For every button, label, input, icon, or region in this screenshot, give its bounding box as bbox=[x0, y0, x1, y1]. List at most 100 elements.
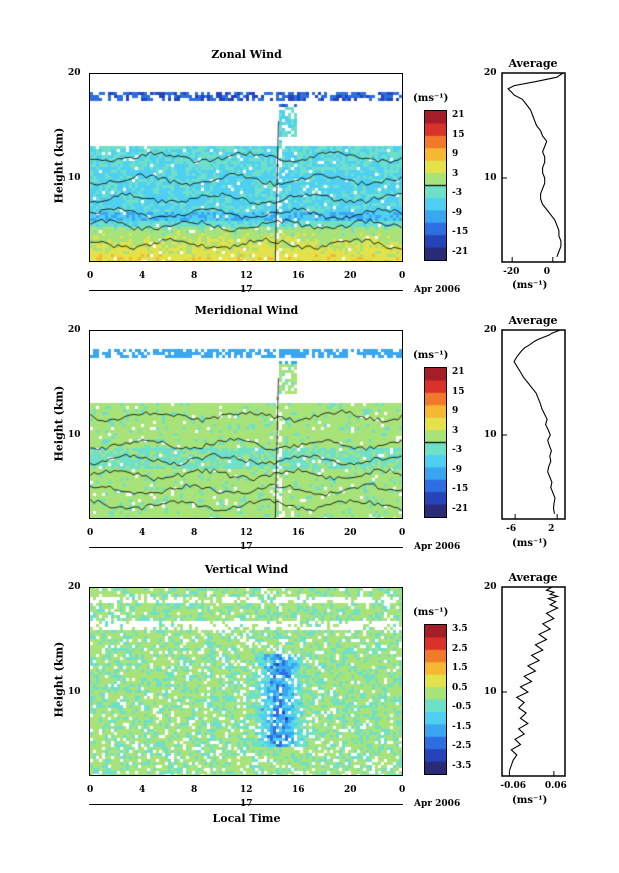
zonal-date-bar bbox=[89, 290, 403, 291]
zonal-xtick-16: 16 bbox=[292, 271, 305, 281]
average-profile-line bbox=[508, 586, 560, 771]
meridional-ytick-10: 10 bbox=[68, 430, 81, 440]
meridional-xtick-16: 16 bbox=[292, 528, 305, 538]
zonal-colorbar-unit: (ms⁻¹) bbox=[413, 93, 449, 104]
average-xtick-label: 2 bbox=[548, 524, 555, 534]
average-profile-line bbox=[513, 329, 561, 514]
meridional-wind-title: Meridional Wind bbox=[194, 304, 299, 317]
meridional-xtick-24: 0 bbox=[399, 528, 406, 538]
zonal-average-title: Average bbox=[508, 57, 558, 70]
zonal-xtick-0: 0 bbox=[87, 271, 94, 281]
zonal-avg-ytick-10: 10 bbox=[484, 173, 497, 183]
zonal-xtick-20: 20 bbox=[344, 271, 357, 281]
average-xtick-label: -6 bbox=[506, 524, 517, 534]
colorbar-tick-label: 15 bbox=[452, 386, 465, 397]
colorbar-tick-label: 3.5 bbox=[452, 624, 468, 634]
meridional-xtick-4: 4 bbox=[139, 528, 146, 538]
vertical-xtick-12: 12 bbox=[240, 785, 253, 795]
colorbar-tick-label: -2.5 bbox=[452, 741, 472, 752]
colorbar-tick-label: -0.5 bbox=[452, 702, 472, 713]
vertical-colorbar bbox=[424, 624, 447, 775]
colorbar-tick-label: 21 bbox=[452, 110, 465, 120]
vertical-wind-title: Vertical Wind bbox=[204, 563, 289, 576]
average-xtick-label: 0.06 bbox=[544, 781, 567, 791]
vertical-ytick-20: 20 bbox=[68, 582, 81, 592]
vertical-xtick-4: 4 bbox=[139, 785, 146, 795]
average-profile-line bbox=[507, 72, 564, 257]
meridional-date-day: 17 bbox=[240, 542, 253, 552]
zonal-avg-ytick-20: 20 bbox=[484, 68, 497, 78]
zonal-colorbar bbox=[424, 110, 447, 261]
average-xtick-label: -0.06 bbox=[500, 781, 527, 791]
meridional-avg-unit: (ms⁻¹) bbox=[512, 538, 548, 549]
zonal-date-day: 17 bbox=[240, 285, 253, 295]
vertical-x-axis-title: Local Time bbox=[212, 812, 281, 825]
meridional-average-profile bbox=[501, 329, 566, 520]
colorbar-tick-label: -15 bbox=[452, 227, 469, 238]
vertical-xtick-16: 16 bbox=[292, 785, 305, 795]
average-xtick-label: 0 bbox=[543, 267, 551, 277]
meridional-ytick-20: 20 bbox=[68, 325, 81, 335]
zonal-wind-heatmap bbox=[89, 73, 403, 262]
vertical-date-label: Apr 2006 bbox=[414, 799, 461, 809]
colorbar-tick-label: -3.5 bbox=[452, 761, 472, 771]
zonal-avg-unit: (ms⁻¹) bbox=[512, 280, 548, 291]
meridional-xtick-0: 0 bbox=[87, 528, 94, 538]
vertical-average-profile bbox=[501, 586, 566, 777]
zonal-height-label: Height (km) bbox=[52, 127, 66, 204]
vertical-avg-unit: (ms⁻¹) bbox=[512, 795, 548, 806]
meridional-xtick-20: 20 bbox=[344, 528, 357, 538]
meridional-date-label: Apr 2006 bbox=[414, 542, 461, 552]
zonal-xtick-8: 8 bbox=[191, 271, 198, 281]
vertical-height-label: Height (km) bbox=[52, 641, 66, 718]
meridional-colorbar-unit: (ms⁻¹) bbox=[413, 350, 449, 361]
colorbar-tick-label: -21 bbox=[452, 247, 469, 257]
zonal-xtick-24: 0 bbox=[399, 271, 406, 281]
meridional-avg-ytick-20: 20 bbox=[484, 325, 497, 335]
vertical-ytick-10: 10 bbox=[68, 687, 81, 697]
vertical-average-title: Average bbox=[508, 571, 558, 584]
meridional-date-bar bbox=[89, 547, 403, 548]
zonal-ytick-10: 10 bbox=[68, 173, 81, 183]
colorbar-tick-label: -21 bbox=[452, 504, 469, 514]
vertical-date-bar bbox=[89, 804, 403, 805]
vertical-avg-ytick-20: 20 bbox=[484, 582, 497, 592]
zonal-date-label: Apr 2006 bbox=[414, 285, 461, 295]
average-frame bbox=[501, 329, 566, 520]
colorbar-tick-label: -9 bbox=[452, 464, 462, 475]
vertical-avg-ytick-10: 10 bbox=[484, 687, 497, 697]
colorbar-tick-label: -15 bbox=[452, 484, 469, 495]
average-frame bbox=[501, 72, 566, 263]
vertical-xtick-0: 0 bbox=[87, 785, 94, 795]
meridional-average-title: Average bbox=[508, 314, 558, 327]
meridional-xtick-12: 12 bbox=[240, 528, 253, 538]
meridional-xtick-8: 8 bbox=[191, 528, 198, 538]
vertical-wind-heatmap bbox=[89, 587, 403, 776]
colorbar-tick-label: 3 bbox=[452, 168, 459, 179]
vertical-xtick-24: 0 bbox=[399, 785, 406, 795]
colorbar-tick-label: 9 bbox=[452, 406, 459, 417]
average-xtick-label: -20 bbox=[503, 267, 520, 277]
vertical-colorbar-unit: (ms⁻¹) bbox=[413, 607, 449, 618]
colorbar-tick-label: -9 bbox=[452, 207, 462, 218]
colorbar-tick-label: 21 bbox=[452, 367, 465, 377]
colorbar-tick-label: -1.5 bbox=[452, 721, 472, 732]
colorbar-tick-label: -3 bbox=[452, 188, 462, 199]
zonal-average-profile bbox=[501, 72, 566, 263]
zonal-xtick-4: 4 bbox=[139, 271, 146, 281]
colorbar-tick-label: 3 bbox=[452, 425, 459, 436]
vertical-xtick-8: 8 bbox=[191, 785, 198, 795]
average-frame bbox=[501, 586, 566, 777]
colorbar-tick-label: -3 bbox=[452, 445, 462, 456]
colorbar-tick-label: 2.5 bbox=[452, 643, 468, 654]
zonal-ytick-20: 20 bbox=[68, 68, 81, 78]
vertical-xtick-20: 20 bbox=[344, 785, 357, 795]
meridional-avg-ytick-10: 10 bbox=[484, 430, 497, 440]
colorbar-tick-label: 1.5 bbox=[452, 663, 468, 674]
colorbar-tick-label: 0.5 bbox=[452, 682, 468, 693]
colorbar-tick-label: 9 bbox=[452, 149, 459, 160]
meridional-height-label: Height (km) bbox=[52, 385, 66, 462]
vertical-date-day: 17 bbox=[240, 799, 253, 809]
zonal-xtick-12: 12 bbox=[240, 271, 253, 281]
colorbar-tick-label: 15 bbox=[452, 129, 465, 140]
